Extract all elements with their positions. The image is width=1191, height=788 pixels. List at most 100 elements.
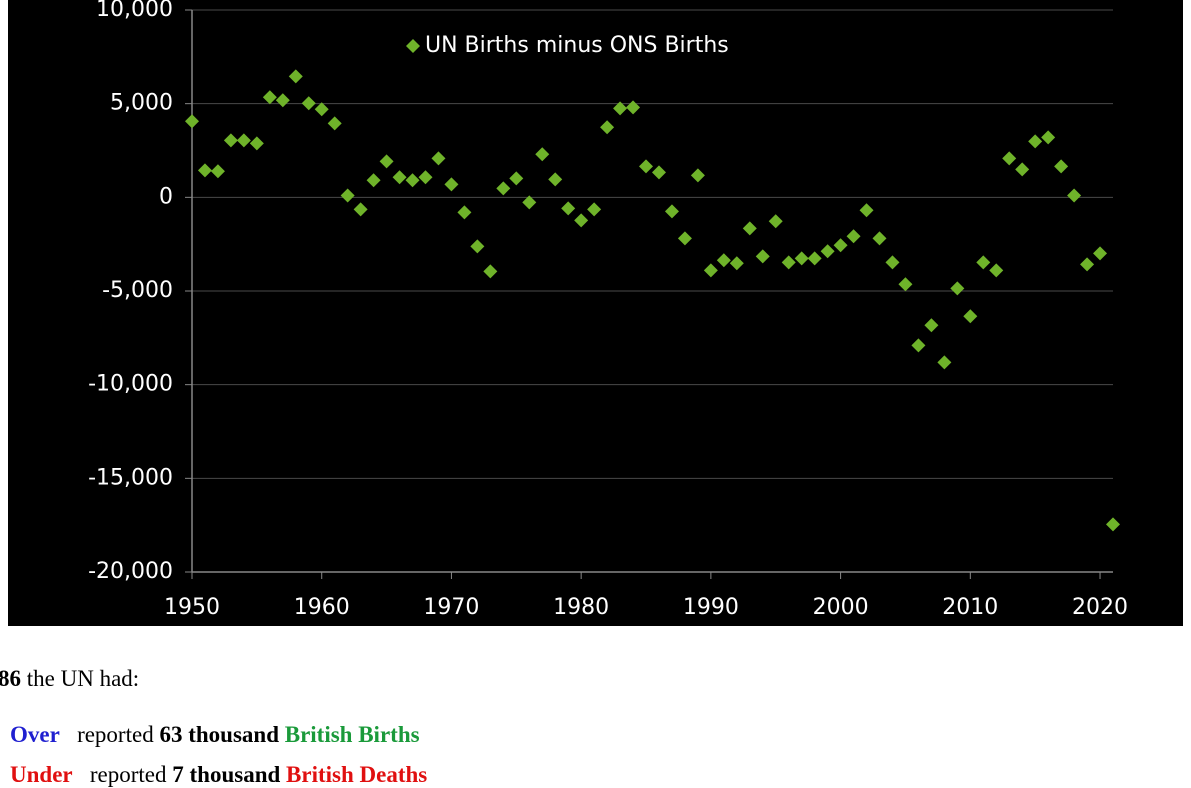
point — [781, 255, 796, 270]
point — [353, 202, 368, 217]
point — [1054, 159, 1069, 174]
point — [807, 251, 822, 266]
point — [470, 239, 485, 254]
point — [911, 338, 926, 353]
point — [872, 231, 887, 246]
point — [794, 251, 809, 266]
point — [1028, 134, 1043, 149]
point — [1041, 130, 1056, 145]
y-tick-label: -15,000 — [88, 465, 173, 490]
x-tick-label: 2020 — [1072, 595, 1128, 620]
text: British Births — [284, 722, 420, 747]
point — [677, 231, 692, 246]
point — [301, 96, 316, 111]
chart: -20,000 -15,000 -10,000 -5,000 0 5,000 10,000 1… — [8, 0, 1183, 626]
text: Over — [10, 722, 60, 747]
point — [185, 114, 199, 129]
point — [522, 195, 537, 210]
text: 63 thousand — [159, 722, 279, 747]
point — [898, 277, 913, 292]
point — [561, 201, 576, 216]
text: reported — [59, 722, 160, 747]
point — [431, 151, 446, 166]
x-tick-label: 2000 — [813, 595, 869, 620]
point — [924, 318, 939, 333]
point — [742, 221, 757, 236]
text: reported — [72, 762, 173, 787]
point — [392, 170, 407, 185]
point — [755, 249, 770, 264]
point — [664, 204, 679, 219]
point — [859, 203, 874, 218]
point — [950, 281, 965, 296]
point — [236, 133, 251, 148]
x-tick-label: 1950 — [164, 595, 220, 620]
point — [197, 163, 212, 178]
point — [989, 263, 1004, 278]
y-tick-label: 5,000 — [110, 91, 173, 116]
intro-line: 86 the UN had: — [0, 666, 139, 692]
x-tick-label: 1970 — [423, 595, 479, 620]
point — [885, 255, 900, 270]
point — [613, 101, 628, 116]
point — [379, 154, 394, 169]
x-tick-label: 1990 — [683, 595, 739, 620]
chart-background — [8, 0, 1183, 626]
y-tick-label: 0 — [159, 184, 173, 209]
under-line: Under reported 7 thousand British Deaths — [10, 762, 427, 788]
point — [846, 229, 861, 244]
point — [210, 164, 225, 179]
point — [314, 102, 329, 117]
point — [690, 168, 705, 183]
point — [327, 116, 342, 131]
point — [496, 181, 511, 196]
point — [444, 177, 459, 192]
point — [548, 172, 563, 187]
point — [249, 136, 264, 151]
y-tick-label: -10,000 — [88, 372, 173, 397]
point — [703, 263, 718, 278]
text: 86 — [0, 666, 21, 691]
point — [716, 253, 731, 268]
point — [574, 213, 589, 228]
point — [651, 165, 666, 180]
point — [833, 238, 848, 253]
legend-marker — [406, 39, 420, 53]
y-tick-label: -20,000 — [88, 559, 173, 584]
point — [1106, 517, 1120, 532]
x-tick-label: 1980 — [553, 595, 609, 620]
point — [1093, 246, 1108, 261]
point — [340, 188, 355, 203]
point — [729, 256, 744, 271]
point — [509, 171, 524, 186]
point — [535, 147, 550, 162]
point — [275, 93, 290, 108]
point — [418, 170, 433, 185]
point — [587, 202, 602, 217]
point — [600, 120, 615, 135]
text: 7 thousand — [172, 762, 281, 787]
point — [820, 244, 835, 259]
over-line: Over reported 63 thousand British Births — [10, 722, 420, 748]
text: Under — [10, 762, 73, 787]
y-tick-label: 10,000 — [96, 0, 173, 22]
point — [1067, 188, 1082, 203]
point — [223, 133, 238, 148]
point — [937, 355, 952, 370]
point — [626, 100, 641, 115]
point — [1002, 151, 1017, 166]
legend-label: UN Births minus ONS Births — [425, 33, 729, 58]
point — [1015, 162, 1030, 177]
x-tick-label: 1960 — [294, 595, 350, 620]
text: British Deaths — [286, 762, 428, 787]
point — [288, 69, 303, 84]
point — [639, 159, 654, 174]
point — [483, 264, 498, 279]
point — [457, 205, 472, 220]
point — [366, 173, 381, 188]
point — [1080, 257, 1095, 272]
point — [963, 309, 978, 324]
point — [976, 255, 991, 270]
text: the UN had: — [21, 666, 140, 691]
